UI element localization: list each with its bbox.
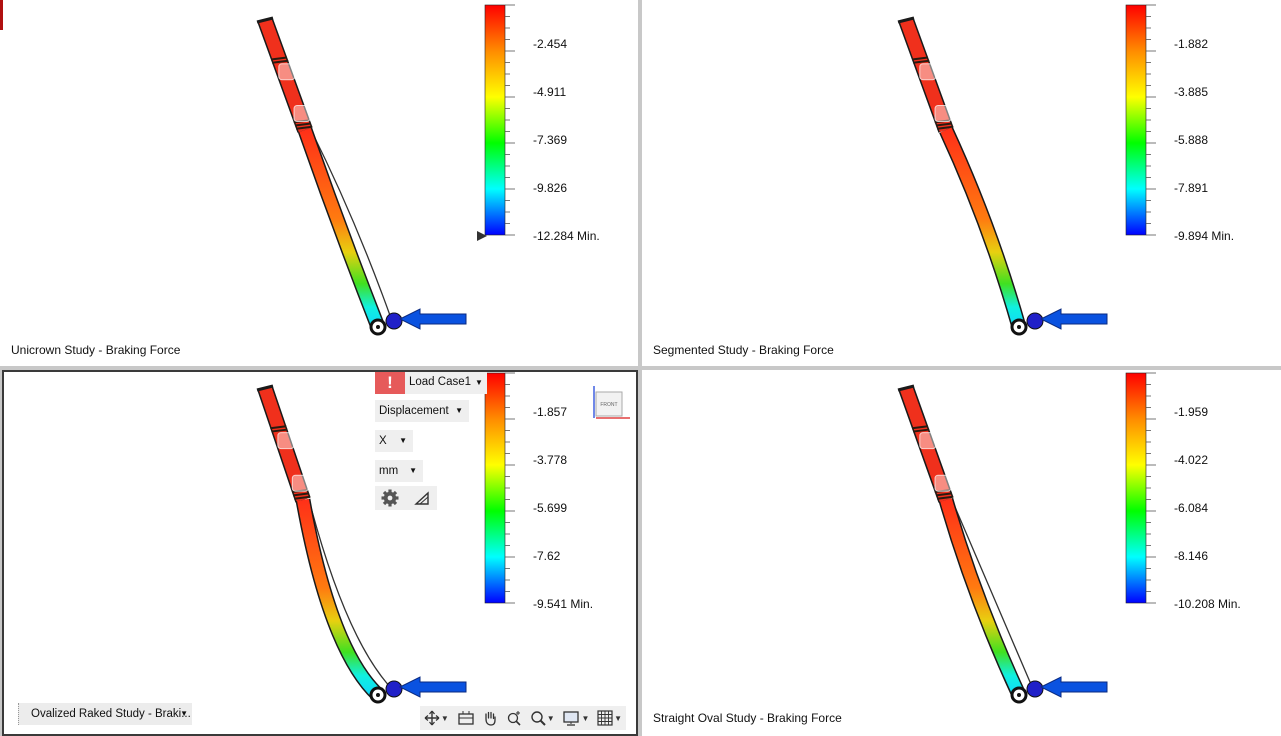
fork-model-view[interactable] <box>642 370 1281 736</box>
fork-blade <box>939 126 1027 330</box>
legend-tick-label: -12.284 Min. <box>533 229 600 243</box>
legend-tick-label: -5.888 <box>1174 133 1209 147</box>
fork-model-view[interactable] <box>642 0 1281 366</box>
legend-tick-label: -1.857 <box>533 405 568 419</box>
load-arrow <box>398 308 467 330</box>
load-arrow <box>1039 308 1108 330</box>
viewport-unicrown[interactable]: Unicrown Study - Braking Force -2.454 -4.… <box>0 0 638 366</box>
chevron-down-icon: ▼ <box>440 713 449 723</box>
look-at-icon <box>457 711 474 725</box>
chevron-down-icon: ▼ <box>409 466 417 475</box>
legend-tick-label: -7.62 <box>533 549 561 563</box>
steerer-tube <box>256 16 313 133</box>
zoom-button[interactable] <box>506 710 522 726</box>
display-settings-icon <box>563 711 580 726</box>
color-legend <box>477 4 515 241</box>
steerer-tube <box>897 16 954 133</box>
study-selector-dropdown[interactable]: Ovalized Raked Study - Braki... ▼ <box>18 703 192 725</box>
min-marker-icon <box>477 231 487 241</box>
chevron-down-icon: ▼ <box>455 406 463 415</box>
legend-tick-label: -7.369 <box>533 133 568 147</box>
legend-tick-label: -3.778 <box>533 453 568 467</box>
result-type-dropdown[interactable]: Displacement ▼ <box>375 400 469 422</box>
edge-marker <box>0 0 3 30</box>
legend-tick-label: -9.826 <box>533 181 568 195</box>
load-case-row: ! Load Case1 ▼ <box>375 372 487 394</box>
result-type-value: Displacement <box>379 405 449 417</box>
chevron-down-icon: ▼ <box>180 709 188 718</box>
zoom-icon <box>507 711 521 726</box>
grid-button[interactable]: ▼ <box>597 710 622 726</box>
legend-tick-label: -4.911 <box>533 85 567 99</box>
legend-tick-label: -6.084 <box>1174 501 1209 515</box>
look-at-button[interactable] <box>457 710 475 726</box>
chevron-down-icon: ▼ <box>581 713 590 723</box>
component-value: X <box>379 435 387 447</box>
chevron-down-icon: ▼ <box>475 378 483 387</box>
load-arrow <box>398 676 467 698</box>
study-label: Segmented Study - Braking Force <box>653 343 834 357</box>
grid-icon <box>597 710 613 726</box>
pan-button[interactable] <box>482 710 498 726</box>
viewport-segmented[interactable]: Segmented Study - Braking Force -1.882 -3… <box>642 0 1281 366</box>
load-arrow <box>1039 676 1108 698</box>
triangle-icon[interactable] <box>414 491 429 505</box>
color-legend <box>1125 372 1156 604</box>
gear-icon[interactable] <box>381 489 399 507</box>
legend-tick-label: -8.146 <box>1174 549 1209 563</box>
load-case-dropdown[interactable]: Load Case1 ▼ <box>405 372 487 394</box>
chevron-down-icon: ▼ <box>614 713 623 723</box>
legend-tools <box>375 486 437 510</box>
zoom-window-button[interactable]: ▼ <box>530 710 555 726</box>
color-legend <box>484 372 515 604</box>
legend-tick-label: -9.894 Min. <box>1174 229 1235 243</box>
legend-tick-label: -1.959 <box>1174 405 1209 419</box>
study-label: Straight Oval Study - Braking Force <box>653 711 842 725</box>
display-settings-button[interactable]: ▼ <box>562 710 589 726</box>
chevron-down-icon: ▼ <box>399 436 407 445</box>
color-legend <box>1125 4 1156 236</box>
legend-tick-label: -4.022 <box>1174 453 1209 467</box>
fork-blade <box>295 498 393 701</box>
steerer-tube <box>897 384 954 503</box>
study-label: Ovalized Raked Study - Braki... <box>31 708 191 720</box>
fork-model-view[interactable] <box>0 0 638 366</box>
dropout <box>1010 312 1044 336</box>
warning-icon[interactable]: ! <box>375 372 405 394</box>
navigation-bar: ▼ ▼ ▼ ▼ <box>420 706 626 730</box>
steerer-tube <box>256 384 311 503</box>
fork-blade <box>297 127 393 330</box>
fork-model-view[interactable] <box>4 372 638 736</box>
fork-blade <box>938 497 1034 699</box>
legend-tick-label: -3.885 <box>1174 85 1209 99</box>
zoom-window-icon <box>531 711 546 726</box>
dropout <box>369 312 403 336</box>
legend-tick-label: -5.699 <box>533 501 568 515</box>
viewport-straight-oval[interactable]: Straight Oval Study - Braking Force -1.9… <box>642 370 1281 736</box>
pan-hand-icon <box>485 711 496 726</box>
orbit-button[interactable]: ▼ <box>424 710 449 726</box>
units-value: mm <box>379 465 399 477</box>
legend-tick-label: -10.208 Min. <box>1174 597 1241 611</box>
legend-tick-label: -1.882 <box>1174 37 1209 51</box>
legend-tick-label: -9.541 Min. <box>533 597 594 611</box>
component-dropdown[interactable]: X ▼ <box>375 430 413 452</box>
load-case-value: Load Case1 <box>409 376 472 388</box>
viewport-ovalized-raked[interactable]: ! Load Case1 ▼ Displacement ▼ X ▼ mm ▼ <box>2 370 638 736</box>
dropout <box>1010 680 1044 704</box>
legend-tick-label: -7.891 <box>1174 181 1209 195</box>
dropout <box>369 680 403 704</box>
viewcube-face-label: FRONT <box>600 402 617 408</box>
units-dropdown[interactable]: mm ▼ <box>375 460 423 482</box>
chevron-down-icon: ▼ <box>546 713 555 723</box>
orbit-icon <box>424 710 440 726</box>
viewcube[interactable]: FRONT <box>590 382 636 422</box>
legend-tick-label: -2.454 <box>533 37 568 51</box>
study-label: Unicrown Study - Braking Force <box>11 343 181 357</box>
